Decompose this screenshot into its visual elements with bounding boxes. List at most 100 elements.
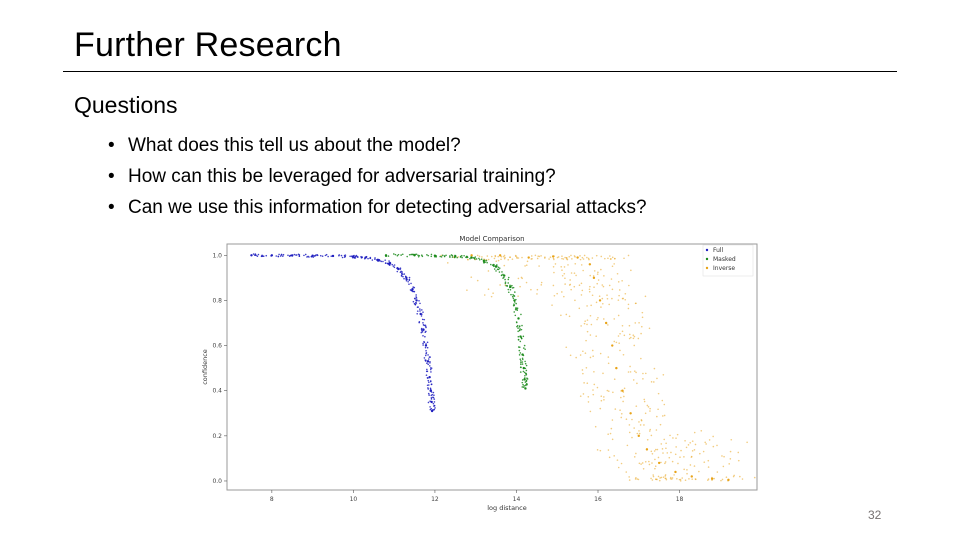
scatter-point bbox=[625, 418, 628, 421]
scatter-point bbox=[521, 379, 524, 381]
scatter-point bbox=[623, 257, 625, 260]
scatter-point bbox=[420, 327, 423, 330]
scatter-point bbox=[517, 335, 520, 338]
scatter-point bbox=[428, 375, 431, 379]
x-tick-label: 14 bbox=[513, 496, 521, 503]
scatter-point bbox=[400, 270, 402, 273]
scatter-point bbox=[707, 479, 709, 481]
scatter-point bbox=[611, 265, 614, 268]
scatter-point bbox=[621, 297, 624, 300]
scatter-point bbox=[422, 328, 425, 330]
scatter-point bbox=[663, 414, 666, 417]
scatter-point bbox=[606, 389, 609, 392]
scatter-point bbox=[412, 286, 414, 288]
scatter-point bbox=[610, 257, 612, 260]
scatter-point bbox=[330, 255, 333, 257]
scatter-point bbox=[538, 265, 540, 267]
scatter-point bbox=[365, 255, 368, 258]
scatter-point bbox=[640, 357, 642, 360]
scatter-point bbox=[520, 363, 522, 366]
scatter-point bbox=[517, 330, 519, 333]
scatter-point bbox=[503, 276, 505, 279]
scatter-point bbox=[635, 405, 638, 407]
scatter-point bbox=[500, 255, 503, 258]
scatter-point bbox=[660, 476, 663, 479]
scatter-point bbox=[530, 258, 533, 260]
scatter-point bbox=[432, 396, 435, 399]
scatter-point bbox=[441, 254, 444, 257]
scatter-point bbox=[304, 253, 307, 256]
scatter-point bbox=[521, 324, 523, 327]
scatter-point bbox=[561, 269, 563, 271]
scatter-point bbox=[522, 386, 525, 388]
scatter-point bbox=[470, 276, 473, 278]
scatter-point bbox=[669, 476, 672, 479]
scatter-point bbox=[737, 459, 740, 462]
scatter-point bbox=[661, 399, 664, 402]
scatter-point bbox=[501, 271, 503, 273]
scatter-point bbox=[632, 379, 635, 381]
legend-marker bbox=[705, 266, 709, 270]
scatter-point bbox=[693, 465, 696, 467]
scatter-point bbox=[523, 385, 526, 387]
scatter-point bbox=[514, 308, 517, 311]
scatter-point bbox=[669, 434, 671, 437]
scatter-point bbox=[663, 403, 666, 406]
scatter-point bbox=[727, 479, 729, 481]
scatter-point bbox=[593, 383, 596, 386]
scatter-point bbox=[425, 330, 427, 333]
model-comparison-chart: Model Comparison 8 10 12 14 16 18 0.0 0.2 0.4 0.6 0… bbox=[201, 235, 758, 512]
scatter-point bbox=[481, 256, 483, 258]
scatter-point bbox=[371, 259, 374, 261]
scatter-point bbox=[668, 456, 671, 459]
scatter-point bbox=[374, 257, 376, 259]
scatter-point bbox=[657, 392, 660, 395]
scatter-point bbox=[569, 279, 571, 281]
scatter-point bbox=[662, 415, 664, 417]
scatter-point bbox=[265, 254, 268, 257]
scatter-point bbox=[496, 264, 498, 266]
scatter-point bbox=[343, 256, 346, 258]
scatter-point bbox=[565, 346, 568, 349]
scatter-point bbox=[579, 354, 582, 356]
scatter-point bbox=[581, 369, 584, 371]
scatter-point bbox=[524, 374, 526, 377]
scatter-point bbox=[478, 255, 481, 258]
scatter-point bbox=[467, 258, 469, 261]
scatter-point bbox=[493, 265, 495, 268]
scatter-point bbox=[650, 381, 653, 383]
scatter-point bbox=[603, 396, 605, 398]
scatter-point bbox=[406, 255, 408, 258]
question-item: • How can this be leveraged for adversari… bbox=[108, 161, 647, 192]
y-tick-label: 0.6 bbox=[212, 343, 222, 350]
scatter-point bbox=[639, 424, 642, 426]
scatter-point bbox=[619, 349, 621, 352]
scatter-point bbox=[607, 449, 610, 451]
scatter-point bbox=[511, 258, 514, 260]
scatter-point bbox=[635, 302, 637, 305]
scatter-point bbox=[643, 424, 645, 426]
scatter-point bbox=[415, 294, 417, 296]
scatter-point bbox=[536, 257, 539, 260]
scatter-point bbox=[425, 374, 428, 376]
scatter-point bbox=[644, 295, 647, 298]
scatter-point bbox=[595, 254, 598, 257]
scatter-point bbox=[425, 349, 427, 352]
scatter-point bbox=[424, 344, 428, 347]
scatter-point bbox=[570, 254, 572, 257]
scatter-point bbox=[433, 398, 436, 400]
legend-box bbox=[702, 244, 754, 277]
scatter-point bbox=[583, 322, 586, 325]
scatter-point bbox=[635, 476, 637, 479]
scatter-point bbox=[586, 319, 589, 321]
scatter-point bbox=[589, 314, 592, 317]
scatter-point bbox=[433, 401, 436, 403]
scatter-point bbox=[435, 254, 437, 257]
scatter-point bbox=[369, 257, 371, 259]
scatter-point bbox=[606, 297, 609, 300]
scatter-point bbox=[354, 257, 357, 259]
scatter-point bbox=[519, 352, 522, 354]
scatter-point bbox=[633, 370, 636, 372]
scatter-point bbox=[413, 302, 416, 305]
scatter-point bbox=[578, 307, 581, 310]
